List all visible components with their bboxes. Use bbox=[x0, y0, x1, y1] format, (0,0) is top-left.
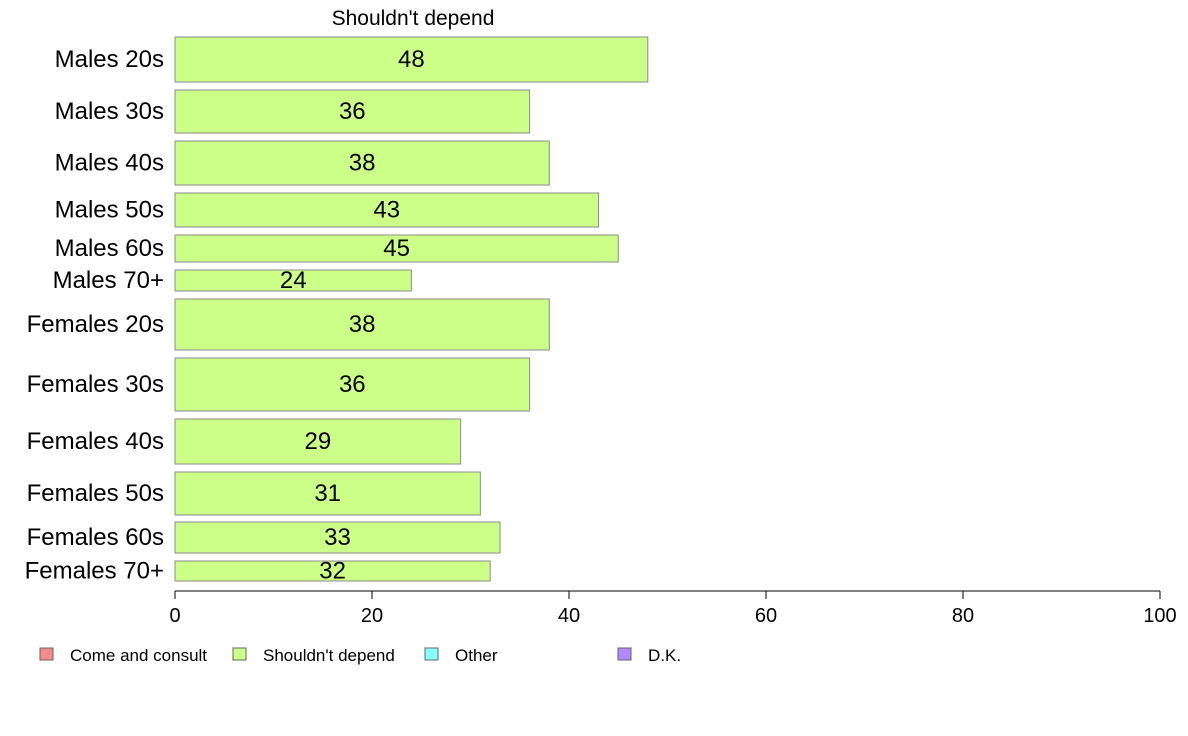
category-label-males-60s: Males 60s bbox=[55, 235, 164, 262]
value-label-males-70plus: 24 bbox=[280, 267, 307, 294]
x-tick-label-80: 80 bbox=[952, 605, 974, 627]
value-label-males-60s: 45 bbox=[383, 235, 410, 262]
x-tick-label-20: 20 bbox=[361, 605, 383, 627]
legend-swatch-d-k- bbox=[617, 647, 632, 661]
bar-males-20s bbox=[174, 36, 649, 83]
bar-females-20s bbox=[174, 298, 550, 351]
value-label-females-60s: 33 bbox=[324, 524, 351, 551]
x-tick-label-60: 60 bbox=[755, 605, 777, 627]
x-tick-label-0: 0 bbox=[169, 605, 180, 627]
value-label-males-30s: 36 bbox=[339, 98, 366, 125]
category-label-females-30s: Females 30s bbox=[27, 371, 164, 398]
legend-label-shouldn-t-depend: Shouldn't depend bbox=[263, 646, 395, 665]
legend-label-come-and-consult: Come and consult bbox=[70, 646, 207, 665]
category-label-males-20s: Males 20s bbox=[55, 46, 164, 73]
value-label-females-40s: 29 bbox=[304, 428, 331, 455]
legend-swatch-shouldn-t-depend bbox=[232, 647, 247, 661]
value-label-males-20s: 48 bbox=[398, 46, 425, 73]
x-tick-label-40: 40 bbox=[558, 605, 580, 627]
legend-swatch-come-and-consult bbox=[39, 647, 54, 661]
category-label-males-50s: Males 50s bbox=[55, 197, 164, 224]
value-label-females-20s: 38 bbox=[349, 311, 376, 338]
category-label-females-60s: Females 60s bbox=[27, 524, 164, 551]
value-label-males-50s: 43 bbox=[373, 197, 400, 224]
category-label-males-40s: Males 40s bbox=[55, 150, 164, 177]
category-label-females-40s: Females 40s bbox=[27, 428, 164, 455]
value-label-females-50s: 31 bbox=[314, 480, 341, 507]
legend: Come and consult Shouldn't depend Other D.K… bbox=[39, 646, 681, 665]
bar-males-70plus bbox=[174, 269, 412, 292]
value-label-females-30s: 36 bbox=[339, 371, 366, 398]
category-label-males-30s: Males 30s bbox=[55, 98, 164, 125]
bar-females-40s bbox=[174, 418, 462, 465]
category-label-females-20s: Females 20s bbox=[27, 311, 164, 338]
bars-group: Males 20s 48 Males 30s 36 Males 40s 38 Males 5… bbox=[25, 36, 649, 585]
category-label-females-70plus: Females 70+ bbox=[25, 558, 164, 585]
legend-label-d-k-: D.K. bbox=[648, 646, 681, 665]
bar-males-60s bbox=[174, 234, 619, 263]
x-axis: 0 20 40 60 80 100 bbox=[169, 590, 1177, 627]
bar-females-70plus bbox=[174, 560, 491, 582]
category-label-females-50s: Females 50s bbox=[27, 480, 164, 507]
bar-males-40s bbox=[174, 140, 550, 186]
bar-males-50s bbox=[174, 192, 600, 228]
bar-males-30s bbox=[174, 89, 531, 134]
value-label-males-40s: 38 bbox=[349, 150, 376, 177]
chart-title: Shouldn't depend bbox=[332, 7, 495, 30]
bar-females-50s bbox=[174, 471, 481, 516]
legend-swatch-other bbox=[424, 647, 439, 661]
bar-females-60s bbox=[174, 521, 501, 554]
bar-females-30s bbox=[174, 357, 531, 412]
value-label-females-70plus: 32 bbox=[319, 558, 346, 585]
x-tick-label-100: 100 bbox=[1143, 605, 1176, 627]
legend-label-other: Other bbox=[455, 646, 498, 665]
category-label-males-70plus: Males 70+ bbox=[53, 267, 164, 294]
